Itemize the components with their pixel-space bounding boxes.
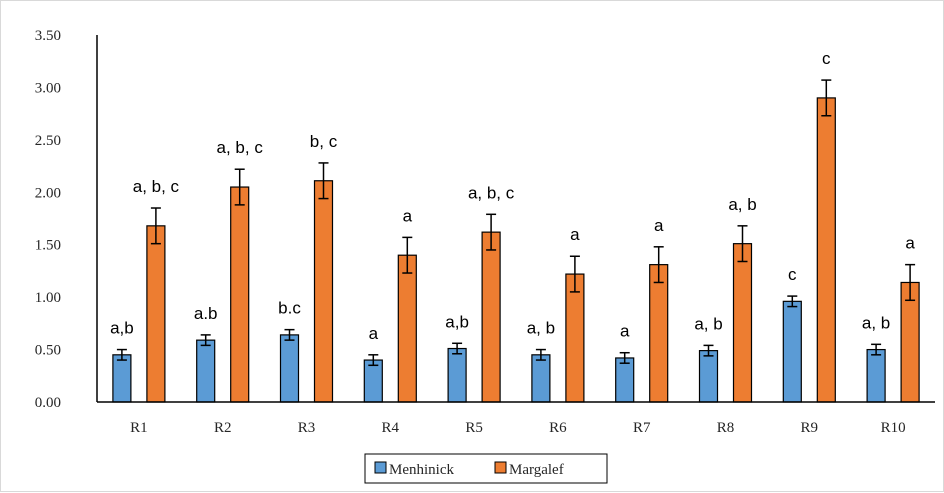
- error-bars-layer: [116, 79, 916, 367]
- significance-label: a, b: [527, 319, 555, 338]
- legend-box: [364, 453, 608, 484]
- significance-label: a,b: [445, 312, 469, 331]
- menhinick-bar: [531, 354, 551, 403]
- y-axis-ticks: 0.00 0.50 1.00 1.50 2.00 2.50 3.00 3.50: [35, 28, 61, 411]
- significance-label: a, b, c: [217, 138, 264, 157]
- significance-label: a, b: [728, 195, 756, 214]
- significance-label: a: [369, 324, 379, 343]
- x-tick-label: R4: [382, 420, 400, 436]
- x-tick-label: R10: [881, 420, 906, 436]
- significance-label: a,b: [110, 319, 134, 338]
- menhinick-bar: [112, 354, 132, 403]
- x-tick-label: R1: [130, 420, 148, 436]
- legend-label: Margalef: [509, 462, 564, 478]
- margalef-bar: [649, 264, 669, 403]
- x-tick-label: R6: [549, 420, 567, 436]
- margalef-bar: [481, 231, 501, 403]
- margalef-bar: [816, 97, 836, 403]
- x-tick-label: R8: [717, 420, 735, 436]
- margalef-bar: [313, 180, 334, 403]
- menhinick-bar: [698, 350, 719, 403]
- menhinick-bar: [363, 359, 383, 403]
- x-tick-label: R9: [801, 420, 819, 436]
- significance-label: b, c: [310, 132, 338, 151]
- significance-label: a, b: [694, 314, 722, 333]
- margalef-bar: [732, 243, 753, 403]
- y-tick-label: 3.50: [35, 28, 61, 44]
- y-tick-label: 2.00: [35, 185, 61, 201]
- y-tick-label: 3.00: [35, 80, 61, 96]
- legend: Menhinick Margalef: [364, 453, 608, 484]
- x-tick-label: R2: [214, 420, 232, 436]
- significance-label: c: [822, 49, 831, 68]
- significance-label: a: [905, 234, 915, 253]
- margalef-bar: [397, 254, 417, 403]
- significance-label: c: [788, 265, 797, 284]
- menhinick-bar: [196, 339, 216, 403]
- significance-label: a: [403, 206, 413, 225]
- axes-layer: [96, 35, 935, 403]
- significance-label: a.b: [194, 304, 218, 323]
- menhinick-bar: [447, 347, 467, 403]
- y-tick-label: 1.50: [35, 238, 61, 254]
- margalef-bar: [146, 225, 166, 403]
- legend-swatch-margalef: [494, 461, 507, 474]
- menhinick-bar: [279, 334, 300, 403]
- menhinick-bar: [866, 348, 886, 403]
- margalef-bar: [230, 186, 250, 403]
- x-tick-label: R7: [633, 420, 651, 436]
- x-tick-label: R3: [298, 420, 316, 436]
- menhinick-bar: [782, 300, 802, 403]
- significance-label: b.c: [278, 299, 301, 318]
- significance-label: a, b, c: [133, 177, 180, 196]
- y-tick-label: 2.50: [35, 133, 61, 149]
- legend-swatch-menhinick: [374, 461, 387, 474]
- significance-labels-layer: a,b a, b, c a.b a, b, c b.c b, c a a a,b a, b, c a…: [110, 49, 915, 343]
- x-tick-label: R5: [465, 420, 483, 436]
- menhinick-bar: [615, 357, 635, 403]
- significance-label: a, b: [862, 313, 890, 332]
- significance-label: a, b, c: [468, 183, 515, 202]
- y-tick-label: 1.00: [35, 290, 61, 306]
- significance-label: a: [570, 225, 580, 244]
- y-tick-label: 0.00: [35, 395, 61, 411]
- significance-label: a: [620, 322, 630, 341]
- significance-label: a: [654, 216, 664, 235]
- legend-label: Menhinick: [389, 462, 454, 478]
- x-axis-ticks: R1 R2 R3 R4 R5 R6 R7 R8 R9 R10: [130, 420, 905, 436]
- margalef-bar: [565, 273, 585, 403]
- bars-layer: [112, 97, 920, 403]
- y-tick-label: 0.50: [35, 343, 61, 359]
